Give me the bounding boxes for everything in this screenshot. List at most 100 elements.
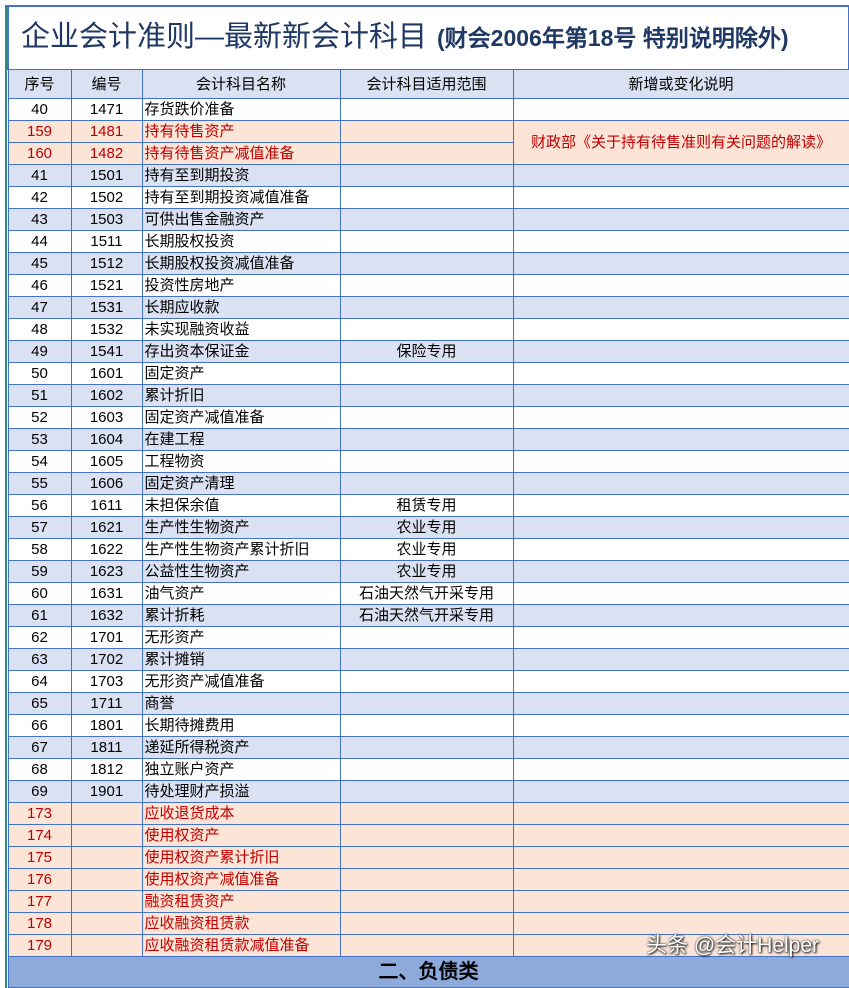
scope-cell[interactable] [339,164,514,187]
scope-cell[interactable] [339,846,514,869]
code-cell[interactable]: 1471 [70,98,143,121]
note-cell[interactable] [512,714,849,737]
note-cell[interactable] [512,428,849,451]
scope-cell[interactable] [339,428,514,451]
seq-cell[interactable]: 176 [7,868,72,891]
scope-cell[interactable] [339,824,514,847]
name-cell[interactable]: 工程物资 [141,450,341,473]
code-cell[interactable]: 1611 [70,494,143,517]
name-cell[interactable]: 公益性生物资产 [141,560,341,583]
scope-cell[interactable] [339,868,514,891]
seq-cell[interactable]: 59 [7,560,72,583]
code-cell[interactable] [70,912,143,935]
name-cell[interactable]: 存货跌价准备 [141,98,341,121]
note-cell[interactable] [512,318,849,341]
scope-cell[interactable] [339,626,514,649]
note-cell[interactable] [512,296,849,319]
name-cell[interactable]: 使用权资产 [141,824,341,847]
scope-cell[interactable]: 石油天然气开采专用 [339,604,514,627]
name-cell[interactable]: 持有待售资产 [141,120,341,143]
seq-cell[interactable]: 47 [7,296,72,319]
code-cell[interactable]: 1503 [70,208,143,231]
scope-cell[interactable] [339,252,514,275]
note-cell[interactable] [512,648,849,671]
scope-cell[interactable] [339,912,514,935]
seq-cell[interactable]: 55 [7,472,72,495]
name-cell[interactable]: 未实现融资收益 [141,318,341,341]
name-cell[interactable]: 应收融资租赁款减值准备 [141,934,341,957]
scope-cell[interactable] [339,714,514,737]
scope-cell[interactable] [339,736,514,759]
scope-cell[interactable] [339,98,514,121]
name-cell[interactable]: 累计折旧 [141,384,341,407]
code-cell[interactable]: 1521 [70,274,143,297]
name-cell[interactable]: 持有至到期投资 [141,164,341,187]
note-cell[interactable] [512,824,849,847]
name-cell[interactable]: 投资性房地产 [141,274,341,297]
note-cell[interactable] [512,450,849,473]
note-cell[interactable] [512,186,849,209]
code-cell[interactable]: 1812 [70,758,143,781]
code-cell[interactable]: 1501 [70,164,143,187]
note-cell[interactable] [512,98,849,121]
name-cell[interactable]: 累计摊销 [141,648,341,671]
seq-cell[interactable]: 46 [7,274,72,297]
note-cell[interactable] [512,274,849,297]
note-cell[interactable] [512,340,849,363]
note-cell[interactable] [512,538,849,561]
header-scope[interactable]: 会计科目适用范围 [339,69,514,99]
scope-cell[interactable] [339,780,514,803]
seq-cell[interactable]: 178 [7,912,72,935]
seq-cell[interactable]: 63 [7,648,72,671]
name-cell[interactable]: 固定资产清理 [141,472,341,495]
scope-cell[interactable] [339,758,514,781]
scope-cell[interactable] [339,648,514,671]
note-cell[interactable] [512,692,849,715]
seq-cell[interactable]: 54 [7,450,72,473]
seq-cell[interactable]: 66 [7,714,72,737]
code-cell[interactable]: 1512 [70,252,143,275]
note-cell-merged[interactable]: 财政部《关于持有待售准则有关问题的解读》 [512,120,849,165]
code-cell[interactable]: 1703 [70,670,143,693]
note-cell[interactable] [512,802,849,825]
code-cell[interactable]: 1605 [70,450,143,473]
code-cell[interactable]: 1622 [70,538,143,561]
scope-cell[interactable]: 租赁专用 [339,494,514,517]
scope-cell[interactable]: 保险专用 [339,340,514,363]
scope-cell[interactable] [339,362,514,385]
seq-cell[interactable]: 160 [7,142,72,165]
name-cell[interactable]: 待处理财产损溢 [141,780,341,803]
code-cell[interactable]: 1541 [70,340,143,363]
name-cell[interactable]: 持有待售资产减值准备 [141,142,341,165]
header-seq[interactable]: 序号 [7,69,72,99]
code-cell[interactable] [70,846,143,869]
scope-cell[interactable] [339,802,514,825]
note-cell[interactable] [512,670,849,693]
scope-cell[interactable] [339,230,514,253]
seq-cell[interactable]: 175 [7,846,72,869]
scope-cell[interactable] [339,406,514,429]
scope-cell[interactable] [339,274,514,297]
seq-cell[interactable]: 177 [7,890,72,913]
name-cell[interactable]: 生产性生物资产 [141,516,341,539]
code-cell[interactable]: 1603 [70,406,143,429]
name-cell[interactable]: 累计折耗 [141,604,341,627]
code-cell[interactable]: 1702 [70,648,143,671]
code-cell[interactable]: 1482 [70,142,143,165]
code-cell[interactable]: 1631 [70,582,143,605]
seq-cell[interactable]: 58 [7,538,72,561]
code-cell[interactable]: 1801 [70,714,143,737]
code-cell[interactable]: 1711 [70,692,143,715]
note-cell[interactable] [512,208,849,231]
scope-cell[interactable]: 农业专用 [339,538,514,561]
name-cell[interactable]: 固定资产减值准备 [141,406,341,429]
scope-cell[interactable] [339,890,514,913]
seq-cell[interactable]: 61 [7,604,72,627]
seq-cell[interactable]: 62 [7,626,72,649]
seq-cell[interactable]: 179 [7,934,72,957]
name-cell[interactable]: 在建工程 [141,428,341,451]
code-cell[interactable]: 1601 [70,362,143,385]
name-cell[interactable]: 长期待摊费用 [141,714,341,737]
seq-cell[interactable]: 159 [7,120,72,143]
code-cell[interactable]: 1632 [70,604,143,627]
